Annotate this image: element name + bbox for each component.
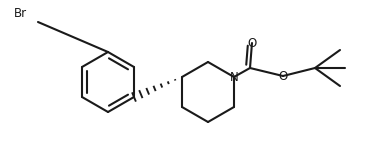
Text: O: O bbox=[247, 36, 257, 49]
Text: N: N bbox=[230, 71, 238, 83]
Text: O: O bbox=[278, 69, 288, 83]
Text: Br: Br bbox=[14, 6, 27, 20]
